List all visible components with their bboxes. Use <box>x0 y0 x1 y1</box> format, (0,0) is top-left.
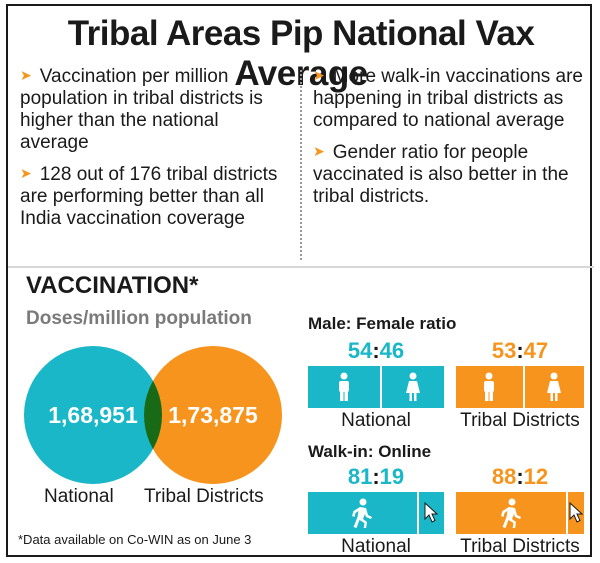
mf-national-bar <box>308 366 444 408</box>
mf-heading: Male: Female ratio <box>308 314 457 333</box>
bullets-left: ➤ Vaccination per million population in t… <box>20 64 288 238</box>
infographic-frame: Tribal Areas Pip National Vax Average ➤ V… <box>6 4 594 557</box>
bullet-item: ➤ Gender ratio for people vaccinated is a… <box>313 142 569 207</box>
mf-national-label: National <box>341 410 411 431</box>
bullet-item: ➤ Vaccination per million population in t… <box>20 66 263 153</box>
wo-heading: Walk-in: Online <box>308 442 432 461</box>
tribal-doses-value: 1,73,875 <box>168 401 258 428</box>
mf-tribal-label: Tribal Districts <box>460 410 580 431</box>
online-share-segment <box>416 492 444 534</box>
national-doses-label: National <box>44 486 114 507</box>
arrow-bullet-icon: ➤ <box>20 165 32 181</box>
arrow-bullet-icon: ➤ <box>313 143 325 159</box>
doses-label: Doses/million population <box>26 308 252 329</box>
female-icon <box>547 372 562 401</box>
tribal-doses-label: Tribal Districts <box>144 486 264 507</box>
column-divider <box>300 70 302 260</box>
walking-person-icon <box>352 498 373 528</box>
cursor-icon <box>569 502 584 523</box>
bullet-item: ➤ More walk-in vaccinations are happening… <box>313 66 583 131</box>
mf-tribal-ratio: 53:47 <box>491 338 549 363</box>
wo-national-label: National <box>341 536 411 557</box>
tribal-doses-circle: 1,73,875 <box>144 346 282 484</box>
footnote: *Data available on Co-WIN as on June 3 <box>18 532 252 547</box>
online-share-segment <box>565 492 584 534</box>
national-doses-value: 1,68,951 <box>48 401 138 428</box>
male-share-segment <box>456 366 523 408</box>
mf-tribal-bar <box>456 366 584 408</box>
section-title: VACCINATION* <box>26 272 199 299</box>
wo-national-ratio: 81:19 <box>347 464 405 489</box>
female-share-segment <box>380 366 444 408</box>
national-doses-circle: 1,68,951 <box>24 346 162 484</box>
bullet-item: ➤ 128 out of 176 tribal districts are per… <box>20 164 278 229</box>
section-divider <box>8 266 594 268</box>
arrow-bullet-icon: ➤ <box>20 67 32 83</box>
wo-tribal-label: Tribal Districts <box>460 536 580 557</box>
walking-person-icon <box>500 498 521 528</box>
male-icon <box>339 372 350 401</box>
wo-tribal-bar <box>456 492 584 534</box>
walkin-share-segment <box>456 492 566 534</box>
bullets-right: ➤ More walk-in vaccinations are happening… <box>313 64 585 216</box>
wo-national-bar <box>308 492 444 534</box>
male-share-segment <box>308 366 381 408</box>
walkin-share-segment <box>308 492 417 534</box>
wo-tribal-ratio: 88:12 <box>491 464 549 489</box>
female-share-segment <box>522 366 584 408</box>
mf-national-ratio: 54:46 <box>347 338 405 363</box>
male-icon <box>484 372 495 401</box>
arrow-bullet-icon: ➤ <box>313 67 325 83</box>
cursor-icon <box>424 502 439 523</box>
female-icon <box>406 372 421 401</box>
